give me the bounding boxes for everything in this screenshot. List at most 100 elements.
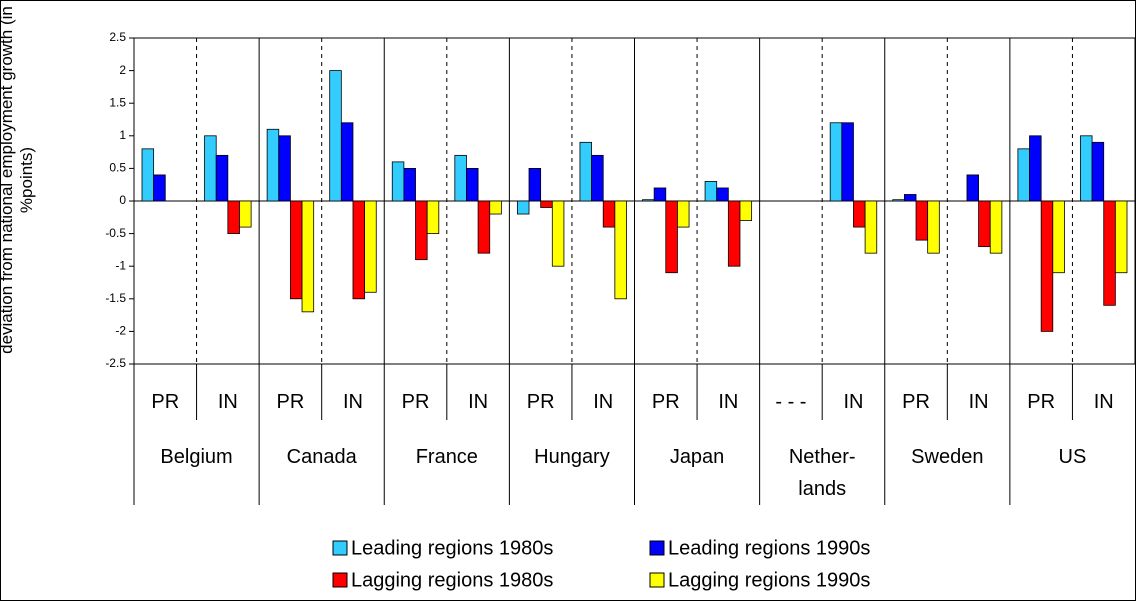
- x-tick-label: IN: [593, 391, 614, 413]
- group-label: US: [1058, 446, 1087, 468]
- x-tick-label: PR: [902, 391, 930, 413]
- x-tick-label: IN: [468, 391, 489, 413]
- bar: [841, 122, 854, 202]
- x-tick-label: - - -: [775, 391, 807, 413]
- group-label: France: [415, 446, 478, 468]
- bar: [266, 128, 280, 202]
- bar: [704, 181, 718, 202]
- bar: [1029, 135, 1042, 202]
- bar: [352, 200, 366, 300]
- bar: [665, 200, 678, 274]
- bar: [864, 200, 878, 254]
- bar: [915, 200, 929, 241]
- bar: [301, 200, 315, 313]
- bar: [829, 122, 843, 202]
- y-axis-title: deviation from national employment growt…: [0, 6, 36, 354]
- bar: [278, 135, 291, 202]
- bar: [989, 200, 1003, 254]
- group-label: Belgium: [160, 446, 233, 468]
- x-tick-label: IN: [217, 391, 238, 413]
- x-tick-label: PR: [526, 391, 555, 413]
- group-label: Hungary: [534, 446, 610, 468]
- group-label: Canada: [286, 446, 357, 468]
- bar: [551, 200, 565, 267]
- x-tick-label: PR: [276, 391, 305, 413]
- bar: [642, 199, 655, 202]
- legend-swatch: [649, 572, 665, 588]
- group-label: Sweden: [911, 446, 984, 468]
- bar: [153, 174, 166, 202]
- bar: [141, 148, 155, 202]
- bar: [966, 174, 979, 202]
- bar: [903, 194, 917, 202]
- bar: [727, 200, 741, 267]
- x-tick-label: IN: [718, 391, 739, 413]
- bar: [204, 135, 217, 202]
- bar: [391, 161, 405, 202]
- group-label: Japan: [669, 446, 725, 468]
- bar: [415, 200, 428, 261]
- bar: [1080, 135, 1093, 202]
- legend-label: Lagging regions 1980s: [351, 569, 553, 591]
- bar: [528, 167, 542, 202]
- bar: [489, 200, 502, 215]
- y-tick-label: 2: [119, 63, 126, 77]
- group-label: Nether- lands: [788, 446, 856, 500]
- bar: [677, 200, 690, 228]
- y-tick-label: 1.5: [109, 95, 126, 109]
- bar: [1052, 200, 1065, 274]
- x-tick-label: IN: [342, 391, 363, 413]
- bar: [892, 199, 905, 202]
- y-tick-label: 2.5: [109, 30, 126, 44]
- bar: [716, 187, 729, 202]
- x-tick-label: IN: [968, 391, 989, 413]
- bar: [1040, 200, 1054, 332]
- legend-label: Lagging regions 1990s: [668, 569, 870, 591]
- bar: [579, 141, 592, 202]
- bar: [540, 200, 553, 208]
- bar: [364, 200, 377, 293]
- x-tick-label: IN: [1093, 391, 1114, 413]
- bar: [477, 200, 491, 254]
- y-tick-label: 0.5: [109, 161, 126, 175]
- bar: [239, 200, 252, 228]
- y-tick-label: -1: [115, 258, 126, 272]
- bar: [653, 187, 667, 202]
- bar: [591, 154, 604, 202]
- bar: [614, 200, 627, 300]
- x-tick-label: IN: [843, 391, 864, 413]
- bar: [340, 122, 354, 202]
- y-tick-label: -2: [115, 324, 126, 338]
- bar: [227, 200, 240, 234]
- y-tick-label: -1.5: [105, 291, 126, 305]
- y-tick-label: -0.5: [105, 226, 126, 240]
- y-tick-label: -2.5: [105, 356, 126, 370]
- bar: [978, 200, 991, 248]
- bar: [1114, 200, 1128, 274]
- legend-label: Leading regions 1990s: [668, 537, 870, 559]
- x-tick-label: PR: [151, 391, 180, 413]
- bar: [927, 200, 940, 254]
- bar: [516, 200, 530, 215]
- bar: [454, 154, 467, 202]
- bar: [329, 70, 342, 202]
- x-tick-label: PR: [1027, 391, 1056, 413]
- bar: [1103, 200, 1116, 306]
- y-tick-label: 1: [119, 128, 126, 142]
- legend-label: Leading regions 1980s: [351, 537, 553, 559]
- x-tick-label: PR: [651, 391, 680, 413]
- bar: [853, 200, 866, 228]
- legend-swatch: [649, 540, 665, 556]
- bar: [466, 167, 479, 202]
- bar: [290, 200, 303, 300]
- legend-swatch: [332, 540, 348, 556]
- bar: [1017, 148, 1030, 202]
- bar: [215, 154, 229, 202]
- bar: [602, 200, 616, 228]
- x-tick-label: PR: [401, 391, 430, 413]
- y-tick-label: 0: [119, 193, 126, 207]
- bar: [739, 200, 753, 221]
